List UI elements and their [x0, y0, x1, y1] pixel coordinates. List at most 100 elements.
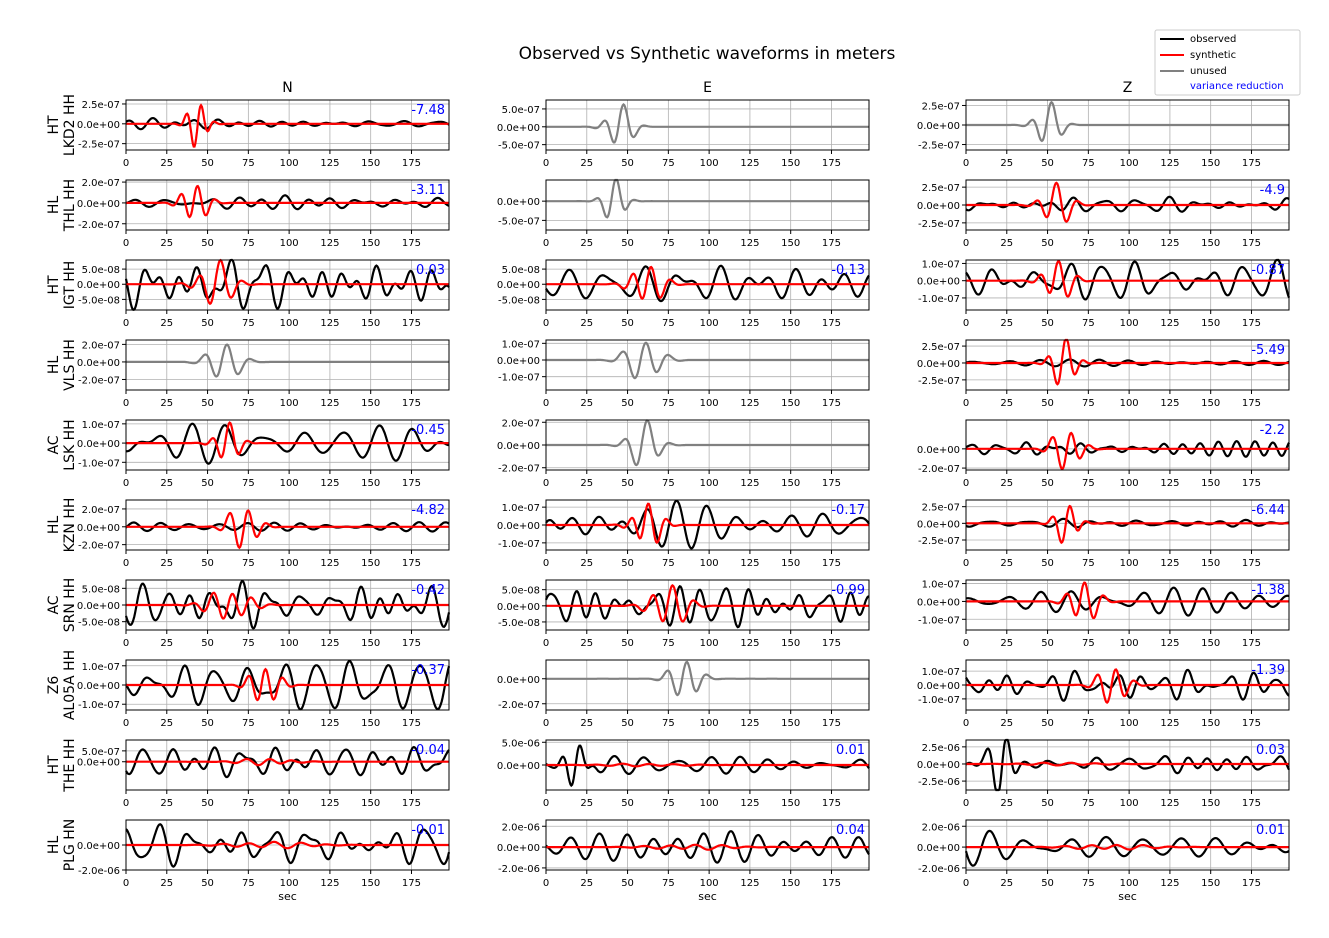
y-tick-label: 0.0e+00 [77, 439, 120, 450]
x-tick-label: 175 [1242, 398, 1261, 409]
y-tick-label: 0.0e+00 [497, 197, 540, 208]
y-tick-label: -5.0e-08 [78, 295, 120, 306]
x-tick-label: 125 [320, 718, 339, 729]
x-tick-label: 0 [543, 718, 549, 729]
x-tick-label: 100 [700, 878, 719, 889]
observed-trace [964, 829, 1290, 867]
panel-frame [545, 819, 870, 871]
x-tick-label: 125 [320, 478, 339, 489]
variance-reduction-label: -0.01 [411, 823, 445, 838]
panel-LSK-HH-N: 1.0e-07 0.0e+00 -1.0e-070 25 50 75 100 125 150 17… [77, 419, 450, 489]
network-code: HT [46, 275, 62, 295]
x-tick-label: 125 [740, 718, 759, 729]
synthetic-trace [126, 421, 449, 459]
network-code: HL [46, 356, 62, 375]
y-tick-label: -2.5e-07 [918, 536, 960, 547]
x-tick-label: 25 [1000, 798, 1013, 809]
observed-trace [125, 521, 450, 533]
synthetic-trace [126, 840, 449, 850]
x-tick-label: 25 [580, 878, 593, 889]
x-tick-label: 25 [1000, 638, 1013, 649]
panel-KZN-HH-N: 2.0e-07 0.0e+00 -2.0e-070 25 50 75 100 125 150 17… [77, 499, 450, 569]
unused-trace [546, 341, 869, 380]
station-code: LSK HH [62, 419, 78, 470]
legend: observed synthetic unused variance reduc… [1154, 29, 1301, 96]
x-tick-label: 0 [123, 638, 129, 649]
x-tick-label: 50 [1041, 798, 1054, 809]
x-tick-label: 50 [1041, 718, 1054, 729]
x-tick-label: 0 [123, 718, 129, 729]
y-tick-label: 0.0e+00 [917, 359, 960, 370]
x-tick-label: 125 [740, 798, 759, 809]
network-code: HL [46, 836, 62, 855]
x-tick-label: 125 [1160, 478, 1179, 489]
x-tick-label: 75 [242, 878, 255, 889]
y-tick-label: 2.5e-07 [922, 342, 960, 353]
y-tick-label: 5.0e-08 [502, 265, 540, 276]
synthetic-trace [546, 843, 869, 851]
x-tick-label: 25 [580, 158, 593, 169]
x-tick-label: 125 [1160, 318, 1179, 329]
x-tick-label: 175 [402, 318, 421, 329]
y-tick-label: 0.0e+00 [77, 841, 120, 852]
x-tick-label: 100 [280, 798, 299, 809]
x-tick-label: 150 [361, 718, 380, 729]
x-tick-label: 50 [621, 398, 634, 409]
panel-SRN-HH-N: 5.0e-08 0.0e+00 -5.0e-080 25 50 75 100 125 150 17… [77, 579, 451, 649]
panel-KZN-HH-E: 1.0e-07 0.0e+00 -1.0e-070 25 50 75 100 125 150 17… [497, 499, 870, 569]
panel-frame [125, 419, 450, 471]
x-tick-label: 75 [1082, 558, 1095, 569]
synthetic-trace [966, 668, 1289, 705]
x-tick-label: 0 [123, 238, 129, 249]
x-tick-label: 125 [1160, 398, 1179, 409]
x-tick-label: 25 [1000, 878, 1013, 889]
x-tick-label: 75 [242, 398, 255, 409]
x-tick-label: 0 [543, 158, 549, 169]
variance-reduction-label: 0.01 [836, 743, 865, 758]
station-label-KZN-HH: HL KZN HH [46, 498, 78, 553]
x-tick-label: 25 [160, 718, 173, 729]
x-tick-label: 150 [1201, 478, 1220, 489]
x-tick-label: 150 [781, 638, 800, 649]
panel-VLS-HH-Z: 2.5e-07 0.0e+00 -2.5e-070 25 50 75 100 125 150 17… [917, 338, 1290, 409]
x-tick-label: 25 [580, 478, 593, 489]
x-tick-label: 175 [1242, 318, 1261, 329]
station-code: VLS HH [62, 339, 78, 391]
x-tick-label: 75 [662, 878, 675, 889]
panel-frame [545, 179, 870, 231]
panel-THE-HH-N: 5.0e-070.0e+00 0 25 50 75 100 125 150 175 -0.04 [77, 739, 450, 809]
x-tick-label: 50 [201, 478, 214, 489]
y-tick-label: -2.0e-06 [918, 864, 960, 875]
y-tick-label: -2.0e-07 [498, 464, 540, 475]
x-tick-label: 150 [361, 798, 380, 809]
x-tick-label: 0 [543, 398, 549, 409]
x-tick-label: 50 [201, 878, 214, 889]
panel-IGT-HH-E: 5.0e-08 0.0e+00 -5.0e-08 0 25 50 75 100 125 150 17… [497, 259, 870, 329]
x-tick-label: 75 [662, 558, 675, 569]
x-tick-label: 0 [963, 158, 969, 169]
x-tick-label: 75 [242, 158, 255, 169]
station-label-THL-HH: HL THL HH [46, 179, 78, 232]
y-tick-label: 0.0e+00 [917, 681, 960, 692]
x-tick-label: 125 [320, 238, 339, 249]
synthetic-trace [546, 265, 869, 300]
y-tick-label: 2.0e-07 [82, 340, 120, 351]
x-tick-label: 50 [1041, 238, 1054, 249]
y-tick-label: -5.0e-08 [498, 618, 540, 629]
x-tick-label: 175 [402, 238, 421, 249]
x-tick-label: 75 [1082, 878, 1095, 889]
y-tick-label: 5.0e-08 [82, 265, 120, 276]
station-label-SRN-HH: AC SRN HH [46, 578, 78, 633]
x-tick-label: 0 [543, 878, 549, 889]
x-tick-label: 50 [1041, 478, 1054, 489]
x-tick-label: 25 [580, 718, 593, 729]
y-tick-label: 0.0e+00 [497, 843, 540, 854]
x-tick-label: 25 [160, 478, 173, 489]
synthetic-trace [546, 584, 869, 623]
panel-THL-HH-Z: 2.5e-07 0.0e+00 -2.5e-070 25 50 75 100 125 150 17… [917, 179, 1290, 249]
panel-frame [965, 739, 1290, 791]
x-tick-label: 50 [1041, 878, 1054, 889]
panel-AL05A-HH-E: 0.0e+00 -2.0e-070 25 50 75 100 125 150 175 [497, 659, 870, 729]
x-tick-label: 175 [822, 558, 841, 569]
x-tick-label: 50 [621, 558, 634, 569]
